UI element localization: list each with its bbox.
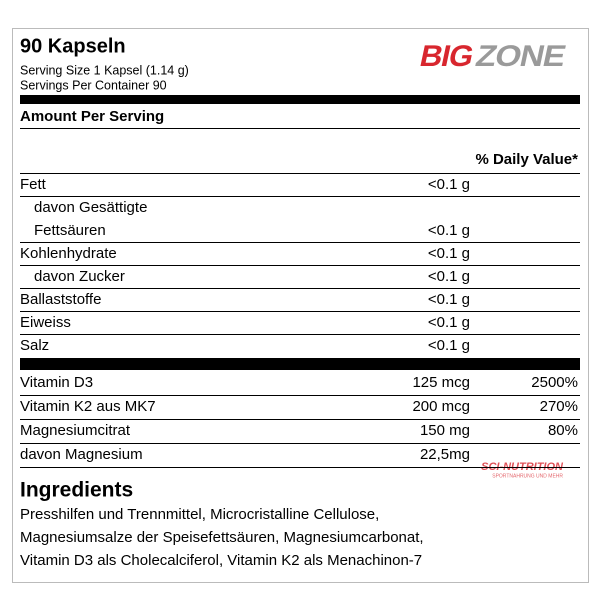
title: 90 Kapseln [20,35,126,57]
watermark-tagline: SPORTNAHRUNG UND MEHR [492,473,563,479]
vitamin-amount: 200 mcg [412,398,470,415]
nutrient-label: Fett [20,176,47,193]
logo: BIG ZONE [417,40,569,73]
amount-heading: Amount Per Serving [20,108,164,125]
thick-divider [20,95,580,104]
vitamin-amount: 150 mg [420,422,470,439]
nutrient-label: Salz [20,337,49,354]
vitamin-amount: 22,5mg [420,446,470,463]
serving-size: Serving Size 1 Kapsel (1.14 g) [20,63,189,77]
label-border [12,28,589,583]
nutrient-label: Fettsäuren [34,222,106,239]
nutrient-value: <0.1 g [428,245,470,262]
servings-per-container: Servings Per Container 90 [20,78,167,92]
vitamin-amount: 125 mcg [412,374,470,391]
nutrient-value: <0.1 g [428,314,470,331]
nutrient-value: <0.1 g [428,222,470,239]
vitamin-label: davon Magnesium [20,446,143,463]
ingredients-line: Presshilfen und Trennmittel, Microcrista… [20,506,379,523]
vitamin-daily-value: 80% [548,422,578,439]
nutrient-label: Ballaststoffe [20,291,101,308]
vitamin-label: Vitamin D3 [20,374,93,391]
vitamin-label: Magnesiumcitrat [20,422,131,439]
ingredients-line: Magnesiumsalze der Speisefettsäuren, Mag… [20,529,424,546]
nutrient-value: <0.1 g [428,268,470,285]
nutrient-label: davon Zucker [34,268,125,285]
nutrient-label: Kohlenhydrate [20,245,117,262]
logo-zone: ZONE [473,40,569,73]
thick-divider [20,358,580,370]
logo-big: BIG [417,40,476,73]
vitamin-label: Vitamin K2 aus MK7 [20,398,156,415]
nutrient-label: Eiweiss [20,314,71,331]
ingredients-line: Vitamin D3 als Cholecalciferol, Vitamin … [20,552,422,569]
nutrient-value: <0.1 g [428,337,470,354]
nutrient-value: <0.1 g [428,291,470,308]
vitamin-daily-value: 270% [540,398,578,415]
vitamin-daily-value: 2500% [531,374,578,391]
watermark-brand: SCI-NUTRITION [481,461,564,473]
nutrient-value: <0.1 g [428,176,470,193]
nutrient-label: davon Gesättigte [34,199,147,216]
daily-value-heading: % Daily Value* [475,151,578,168]
ingredients-title: Ingredients [20,479,133,502]
